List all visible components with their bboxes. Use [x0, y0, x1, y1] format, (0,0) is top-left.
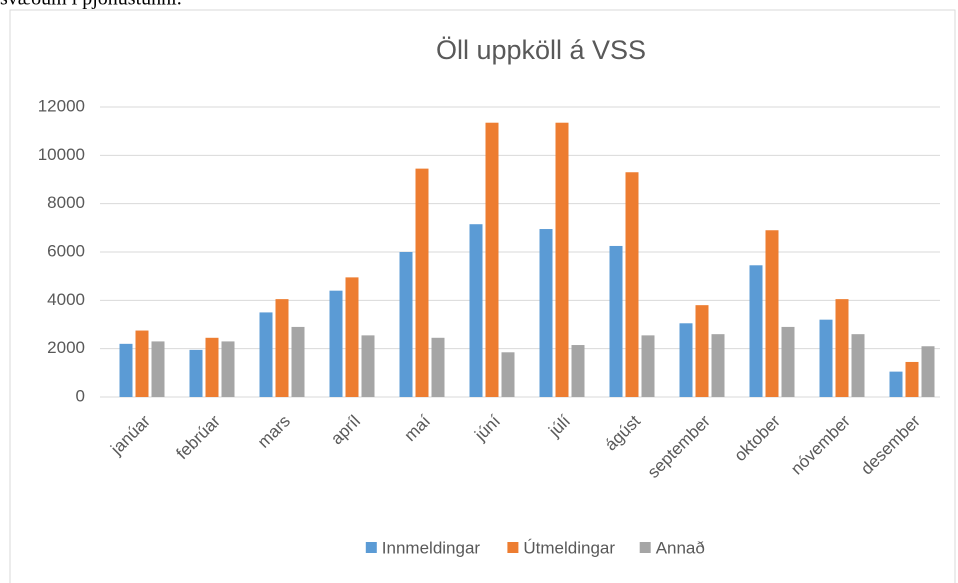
legend-label: Annað: [656, 538, 705, 557]
y-tick-label: 10000: [38, 145, 85, 164]
bar: [399, 252, 413, 397]
bar: [679, 323, 693, 397]
legend-swatch: [365, 542, 377, 553]
bar: [361, 335, 375, 397]
bar: [641, 335, 655, 397]
bar: [259, 312, 273, 397]
bar: [889, 371, 903, 397]
bar: [291, 326, 305, 397]
y-tick-label: 8000: [47, 193, 85, 212]
bar: [921, 346, 935, 397]
bar: [905, 361, 919, 397]
bar: [749, 265, 763, 397]
bar: [625, 172, 639, 397]
caption: svæðum í þjónustunni.: [0, 0, 182, 10]
y-tick-label: 2000: [47, 338, 85, 357]
bar: [469, 224, 483, 397]
bar: [501, 352, 515, 397]
bar: [539, 229, 553, 397]
y-tick-label: 4000: [47, 290, 85, 309]
bar: [765, 230, 779, 397]
y-tick-label: 12000: [38, 96, 85, 115]
bar: [151, 341, 165, 397]
bar: [221, 341, 235, 397]
bar: [835, 299, 849, 397]
legend-swatch: [639, 542, 651, 553]
bar: [711, 334, 725, 397]
bar: [329, 290, 343, 397]
chart-title: Öll uppköll á VSS: [436, 35, 646, 65]
bar: [851, 334, 865, 397]
bar: [135, 330, 149, 397]
y-tick-label: 0: [76, 386, 85, 405]
bar: [345, 277, 359, 397]
bar: [275, 299, 289, 397]
bar: [609, 245, 623, 397]
bar: [555, 122, 569, 397]
bar: [205, 337, 219, 397]
bar: [781, 326, 795, 397]
legend-label: Útmeldingar: [523, 538, 615, 557]
bar: [431, 337, 445, 397]
bar: [119, 343, 133, 397]
legend-swatch: [507, 542, 519, 553]
legend-label: Innmeldingar: [382, 538, 481, 557]
bar: [819, 319, 833, 397]
bar: [695, 305, 709, 397]
bar: [189, 349, 203, 397]
bar: [571, 345, 585, 397]
y-tick-label: 6000: [47, 241, 85, 260]
bar: [485, 122, 499, 397]
bar: [415, 168, 429, 397]
